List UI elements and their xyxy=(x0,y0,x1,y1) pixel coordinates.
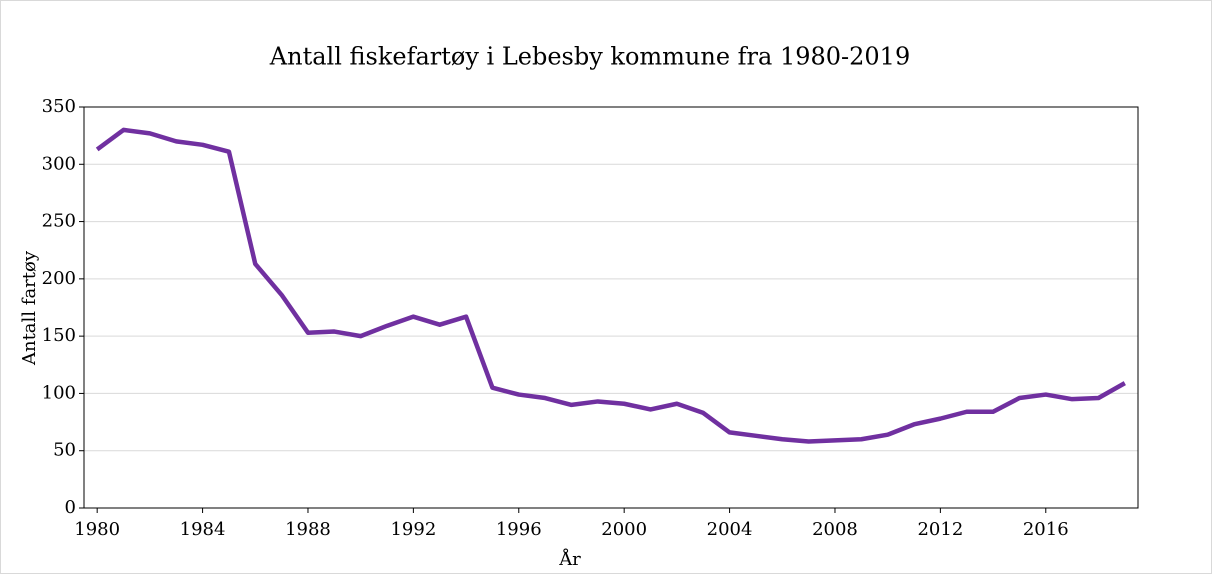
x-tick-label: 1992 xyxy=(390,519,436,540)
x-tick-label: 1996 xyxy=(496,519,542,540)
chart-title: Antall fiskefartøy i Lebesby kommune fra… xyxy=(269,43,910,71)
y-tick-label: 300 xyxy=(42,153,76,174)
y-tick-label: 0 xyxy=(65,497,76,518)
y-tick-label: 50 xyxy=(53,440,76,461)
x-tick-label: 1988 xyxy=(285,519,331,540)
data-line xyxy=(95,127,1126,444)
y-tick-label: 100 xyxy=(42,382,76,403)
y-tick-label: 350 xyxy=(42,96,76,117)
y-tick-label: 150 xyxy=(42,325,76,346)
x-tick-label: 1980 xyxy=(74,519,120,540)
x-tick-label: 2008 xyxy=(812,519,858,540)
x-tick-label: 2012 xyxy=(917,519,963,540)
x-tick-label: 2004 xyxy=(707,519,753,540)
x-axis-title: År xyxy=(558,548,581,570)
y-tick-label: 250 xyxy=(42,211,76,232)
y-axis-title: Antall fartøy xyxy=(19,250,40,366)
x-tick-label: 2016 xyxy=(1023,519,1069,540)
x-tick-label: 2000 xyxy=(601,519,647,540)
plot-border xyxy=(83,106,1139,509)
y-tick-label: 200 xyxy=(42,268,76,289)
x-tick-label: 1984 xyxy=(180,519,226,540)
